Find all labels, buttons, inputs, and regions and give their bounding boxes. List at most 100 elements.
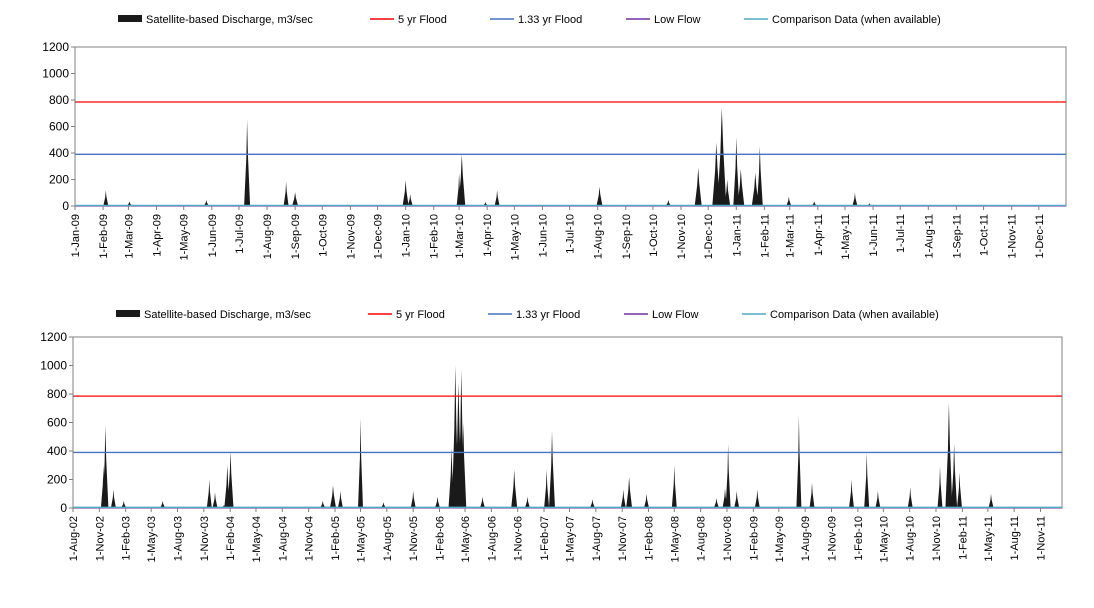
- legend-label-flood5: 5 yr Flood: [396, 309, 445, 321]
- x-tick-label: 1-Jul-10: [565, 214, 577, 254]
- x-tick-label: 1-Aug-06: [486, 516, 498, 561]
- discharge-peak: [671, 465, 677, 508]
- y-tick-label: 200: [49, 173, 69, 187]
- discharge-peak: [694, 167, 702, 206]
- y-tick-label: 600: [49, 120, 69, 134]
- discharge-peak: [511, 469, 518, 508]
- x-tick-label: 1-Aug-07: [591, 516, 603, 561]
- discharge-peak: [907, 487, 913, 508]
- x-tick-label: 1-Aug-05: [382, 516, 394, 561]
- discharge-peak: [751, 172, 759, 206]
- discharge-peak: [337, 490, 343, 508]
- discharge-peak: [809, 482, 815, 508]
- x-tick-label: 1-Nov-10: [676, 214, 688, 259]
- x-tick-label: 1-Nov-07: [617, 516, 629, 561]
- legend-label-comparison: Comparison Data (when available): [770, 309, 939, 321]
- discharge-peak: [620, 489, 626, 508]
- discharge-peak: [103, 190, 109, 206]
- discharge-peak: [549, 431, 555, 508]
- discharge-peak: [110, 489, 116, 508]
- x-tick-label: 1-Feb-06: [435, 516, 447, 561]
- legend-swatch-discharge: [118, 15, 142, 22]
- discharge-peak: [524, 496, 530, 508]
- discharge-peak: [435, 496, 440, 508]
- x-tick-label: 1-May-06: [460, 516, 472, 562]
- plot-area: [74, 46, 1067, 207]
- x-tick-label: 1-Aug-02: [68, 516, 80, 561]
- x-tick-label: 1-Apr-11: [813, 214, 825, 256]
- x-tick-label: 1-Nov-02: [94, 516, 106, 561]
- x-tick-label: 1-Dec-10: [703, 214, 715, 259]
- discharge-peak: [786, 196, 792, 206]
- x-tick-label: 1-May-05: [355, 516, 367, 562]
- discharge-peak: [957, 472, 962, 508]
- x-tick-label: 1-Oct-10: [648, 214, 660, 257]
- x-tick-label: 1-Feb-10: [853, 516, 865, 561]
- x-tick-label: 1-May-11: [840, 214, 852, 260]
- discharge-peak: [480, 496, 485, 508]
- discharge-peak: [849, 479, 854, 508]
- x-tick-label: 1-Feb-03: [121, 516, 133, 561]
- x-tick-label: 1-May-11: [983, 516, 995, 562]
- x-tick-label: 1-May-09: [774, 516, 786, 562]
- discharge-peak: [596, 186, 603, 206]
- discharge-peak: [733, 137, 740, 206]
- x-tick-label: 1-Jun-09: [207, 214, 219, 257]
- x-tick-label: 1-Nov-03: [199, 516, 211, 561]
- x-tick-label: 1-Aug-10: [593, 214, 605, 259]
- x-tick-label: 1-Sep-11: [951, 214, 963, 258]
- discharge-peak: [402, 180, 409, 206]
- x-tick-label: 1-Jan-10: [401, 214, 413, 257]
- x-tick-label: 1-May-03: [146, 516, 158, 562]
- x-tick-label: 1-May-08: [669, 516, 681, 562]
- x-tick-label: 1-Feb-09: [98, 214, 110, 259]
- y-tick-label: 0: [60, 501, 67, 515]
- x-tick-label: 1-Nov-10: [931, 516, 943, 561]
- chart-2002-2011: Satellite-based Discharge, m3/sec 5 yr Fl…: [40, 309, 1063, 562]
- discharge-peak: [494, 190, 500, 206]
- y-tick-label: 800: [47, 387, 67, 401]
- y-tick-label: 400: [49, 146, 69, 160]
- discharge-peak: [796, 415, 802, 508]
- x-tick-label: 1-Jan-11: [731, 214, 743, 257]
- x-tick-label: 1-Jan-09: [70, 214, 82, 257]
- y-tick-label: 1000: [42, 67, 69, 81]
- x-tick-label: 1-Aug-10: [905, 516, 917, 561]
- x-tick-label: 1-Jul-09: [234, 214, 246, 254]
- discharge-peak: [665, 200, 671, 206]
- discharge-peak: [852, 192, 858, 206]
- x-tick-label: 1-Mar-10: [454, 214, 466, 259]
- plot-area: [72, 336, 1063, 509]
- discharge-peak: [320, 500, 326, 508]
- legend-label-flood133: 1.33 yr Flood: [518, 14, 582, 26]
- x-tick-label: 1-Feb-11: [759, 214, 771, 258]
- discharge-peak: [244, 119, 251, 206]
- discharge-peak: [644, 493, 649, 508]
- x-tick-label: 1-Apr-10: [482, 214, 494, 257]
- x-tick-label: 1-Feb-10: [429, 214, 441, 259]
- x-tick-label: 1-Aug-09: [800, 516, 812, 561]
- discharge-peak: [725, 443, 731, 508]
- x-tick-label: 1-Dec-09: [373, 214, 385, 259]
- discharge-peak: [227, 451, 234, 508]
- discharge-peak: [407, 194, 413, 206]
- x-tick-label: 1-Nov-05: [408, 516, 420, 561]
- y-tick-label: 200: [47, 473, 67, 487]
- x-tick-label: 1-Nov-11: [1036, 516, 1048, 560]
- y-tick-label: 600: [47, 416, 67, 430]
- x-tick-label: 1-Sep-09: [290, 214, 302, 259]
- discharge-peak: [589, 499, 595, 508]
- discharge-peak: [737, 168, 745, 206]
- x-tick-label: 1-Jul-11: [895, 214, 907, 253]
- discharge-peak: [358, 418, 363, 508]
- x-tick-label: 1-Jun-11: [868, 214, 880, 257]
- discharge-peak: [864, 452, 870, 508]
- x-tick-label: 1-Sep-10: [621, 214, 633, 259]
- discharge-peak: [875, 490, 881, 508]
- x-tick-label: 1-Oct-11: [979, 214, 991, 256]
- discharge-peak: [756, 146, 763, 206]
- x-tick-label: 1-Aug-04: [277, 516, 289, 561]
- legend-label-lowflow: Low Flow: [652, 309, 699, 321]
- x-tick-label: 1-Aug-11: [1009, 516, 1021, 560]
